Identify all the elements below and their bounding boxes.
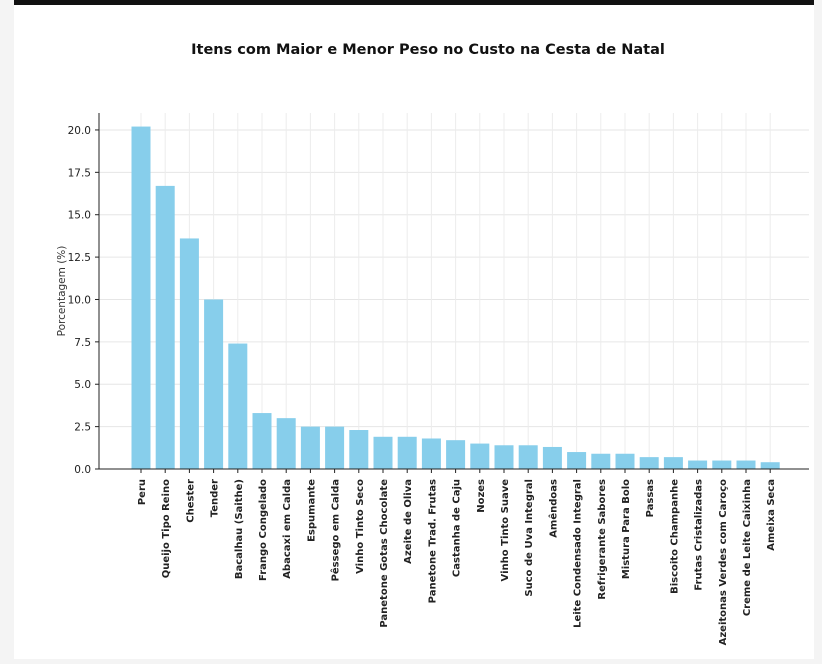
bar <box>155 185 175 469</box>
x-tick-label: Suco de Uva Integral <box>524 479 535 597</box>
x-tick-label: Bacalhau (Saithe) <box>234 479 245 579</box>
x-tick-label: Creme de Leite Caixinha <box>742 479 753 616</box>
x-tick-label: Ameixa Seca <box>766 479 777 551</box>
x-tick-label: Refrigerante Sabores <box>597 479 608 600</box>
bar-chart: Itens com Maior e Menor Peso no Custo na… <box>56 42 809 645</box>
chart-card: Itens com Maior e Menor Peso no Custo na… <box>14 0 814 659</box>
x-tick-label: Frango Congelado <box>258 479 269 581</box>
bar <box>567 452 587 469</box>
bars <box>131 126 780 470</box>
bar <box>639 457 659 469</box>
x-tick-label: Peru <box>137 479 148 505</box>
x-ticks: Peru Queijo Tipo Reino Chester Tender Bacalh… <box>137 469 777 645</box>
bar <box>349 430 369 469</box>
x-tick-label: Frutas Cristalizadas <box>694 479 705 591</box>
bar <box>300 426 320 469</box>
y-tick-label: 12.5 <box>68 252 91 264</box>
y-tick-label: 10.0 <box>68 294 91 306</box>
y-tick-label: 17.5 <box>68 167 91 179</box>
bar <box>712 460 732 469</box>
y-tick-label: 2.5 <box>74 422 91 434</box>
bar <box>663 457 683 469</box>
bar <box>736 460 756 469</box>
y-tick-label: 5.0 <box>74 379 91 391</box>
x-tick-label: Panetone Gotas Chocolate <box>379 479 390 628</box>
y-tick-label: 15.0 <box>68 210 91 222</box>
bar <box>591 453 611 469</box>
x-tick-label: Azeite de Oliva <box>403 479 414 564</box>
bar <box>204 299 224 469</box>
bar <box>542 446 562 469</box>
x-tick-label: Abacaxi em Calda <box>282 479 293 579</box>
bar <box>131 126 151 470</box>
bar <box>615 453 635 469</box>
bar <box>760 462 780 469</box>
x-tick-label: Tender <box>210 479 221 517</box>
x-tick-label: Espumante <box>306 479 317 542</box>
x-tick-label: Vinho Tinto Suave <box>500 479 511 582</box>
x-tick-label: Castanha de Caju <box>452 479 463 577</box>
x-tick-label: Leite Condensado Integral <box>573 479 584 628</box>
x-tick-label: Panetone Trad. Frutas <box>427 479 438 603</box>
x-tick-label: Biscoito Champanhe <box>669 479 680 594</box>
bar <box>179 238 199 469</box>
x-tick-label: Queijo Tipo Reino <box>161 479 172 578</box>
bar <box>494 445 514 469</box>
x-tick-label: Nozes <box>476 479 487 513</box>
bar <box>252 413 272 469</box>
x-tick-label: Chester <box>185 479 196 523</box>
x-tick-label: Pêssego em Calda <box>330 479 342 581</box>
bar <box>276 418 296 469</box>
bar <box>518 445 538 469</box>
x-tick-label: Passas <box>645 479 656 517</box>
x-tick-label: Mistura Para Bolo <box>621 479 632 579</box>
bar <box>373 436 393 469</box>
chart-title: Itens com Maior e Menor Peso no Custo na… <box>191 42 665 58</box>
bar <box>446 440 466 469</box>
y-tick-label: 7.5 <box>74 337 91 349</box>
bar <box>470 443 490 469</box>
bar <box>421 438 441 469</box>
bar <box>397 436 417 469</box>
x-tick-label: Vinho Tinto Seco <box>355 479 366 574</box>
y-tick-label: 20.0 <box>68 125 91 137</box>
bar <box>228 343 248 469</box>
y-axis-label: Porcentagem (%) <box>56 246 68 337</box>
bar <box>325 426 345 469</box>
x-tick-label: Amêndoas <box>547 479 559 538</box>
y-ticks: 0.0 2.5 5.0 7.5 10.0 12.5 15.0 17.5 20.0 <box>68 125 99 476</box>
x-tick-label: Azeitonas Verdes com Caroço <box>718 479 729 646</box>
y-tick-label: 0.0 <box>74 464 91 476</box>
bar <box>688 460 708 469</box>
